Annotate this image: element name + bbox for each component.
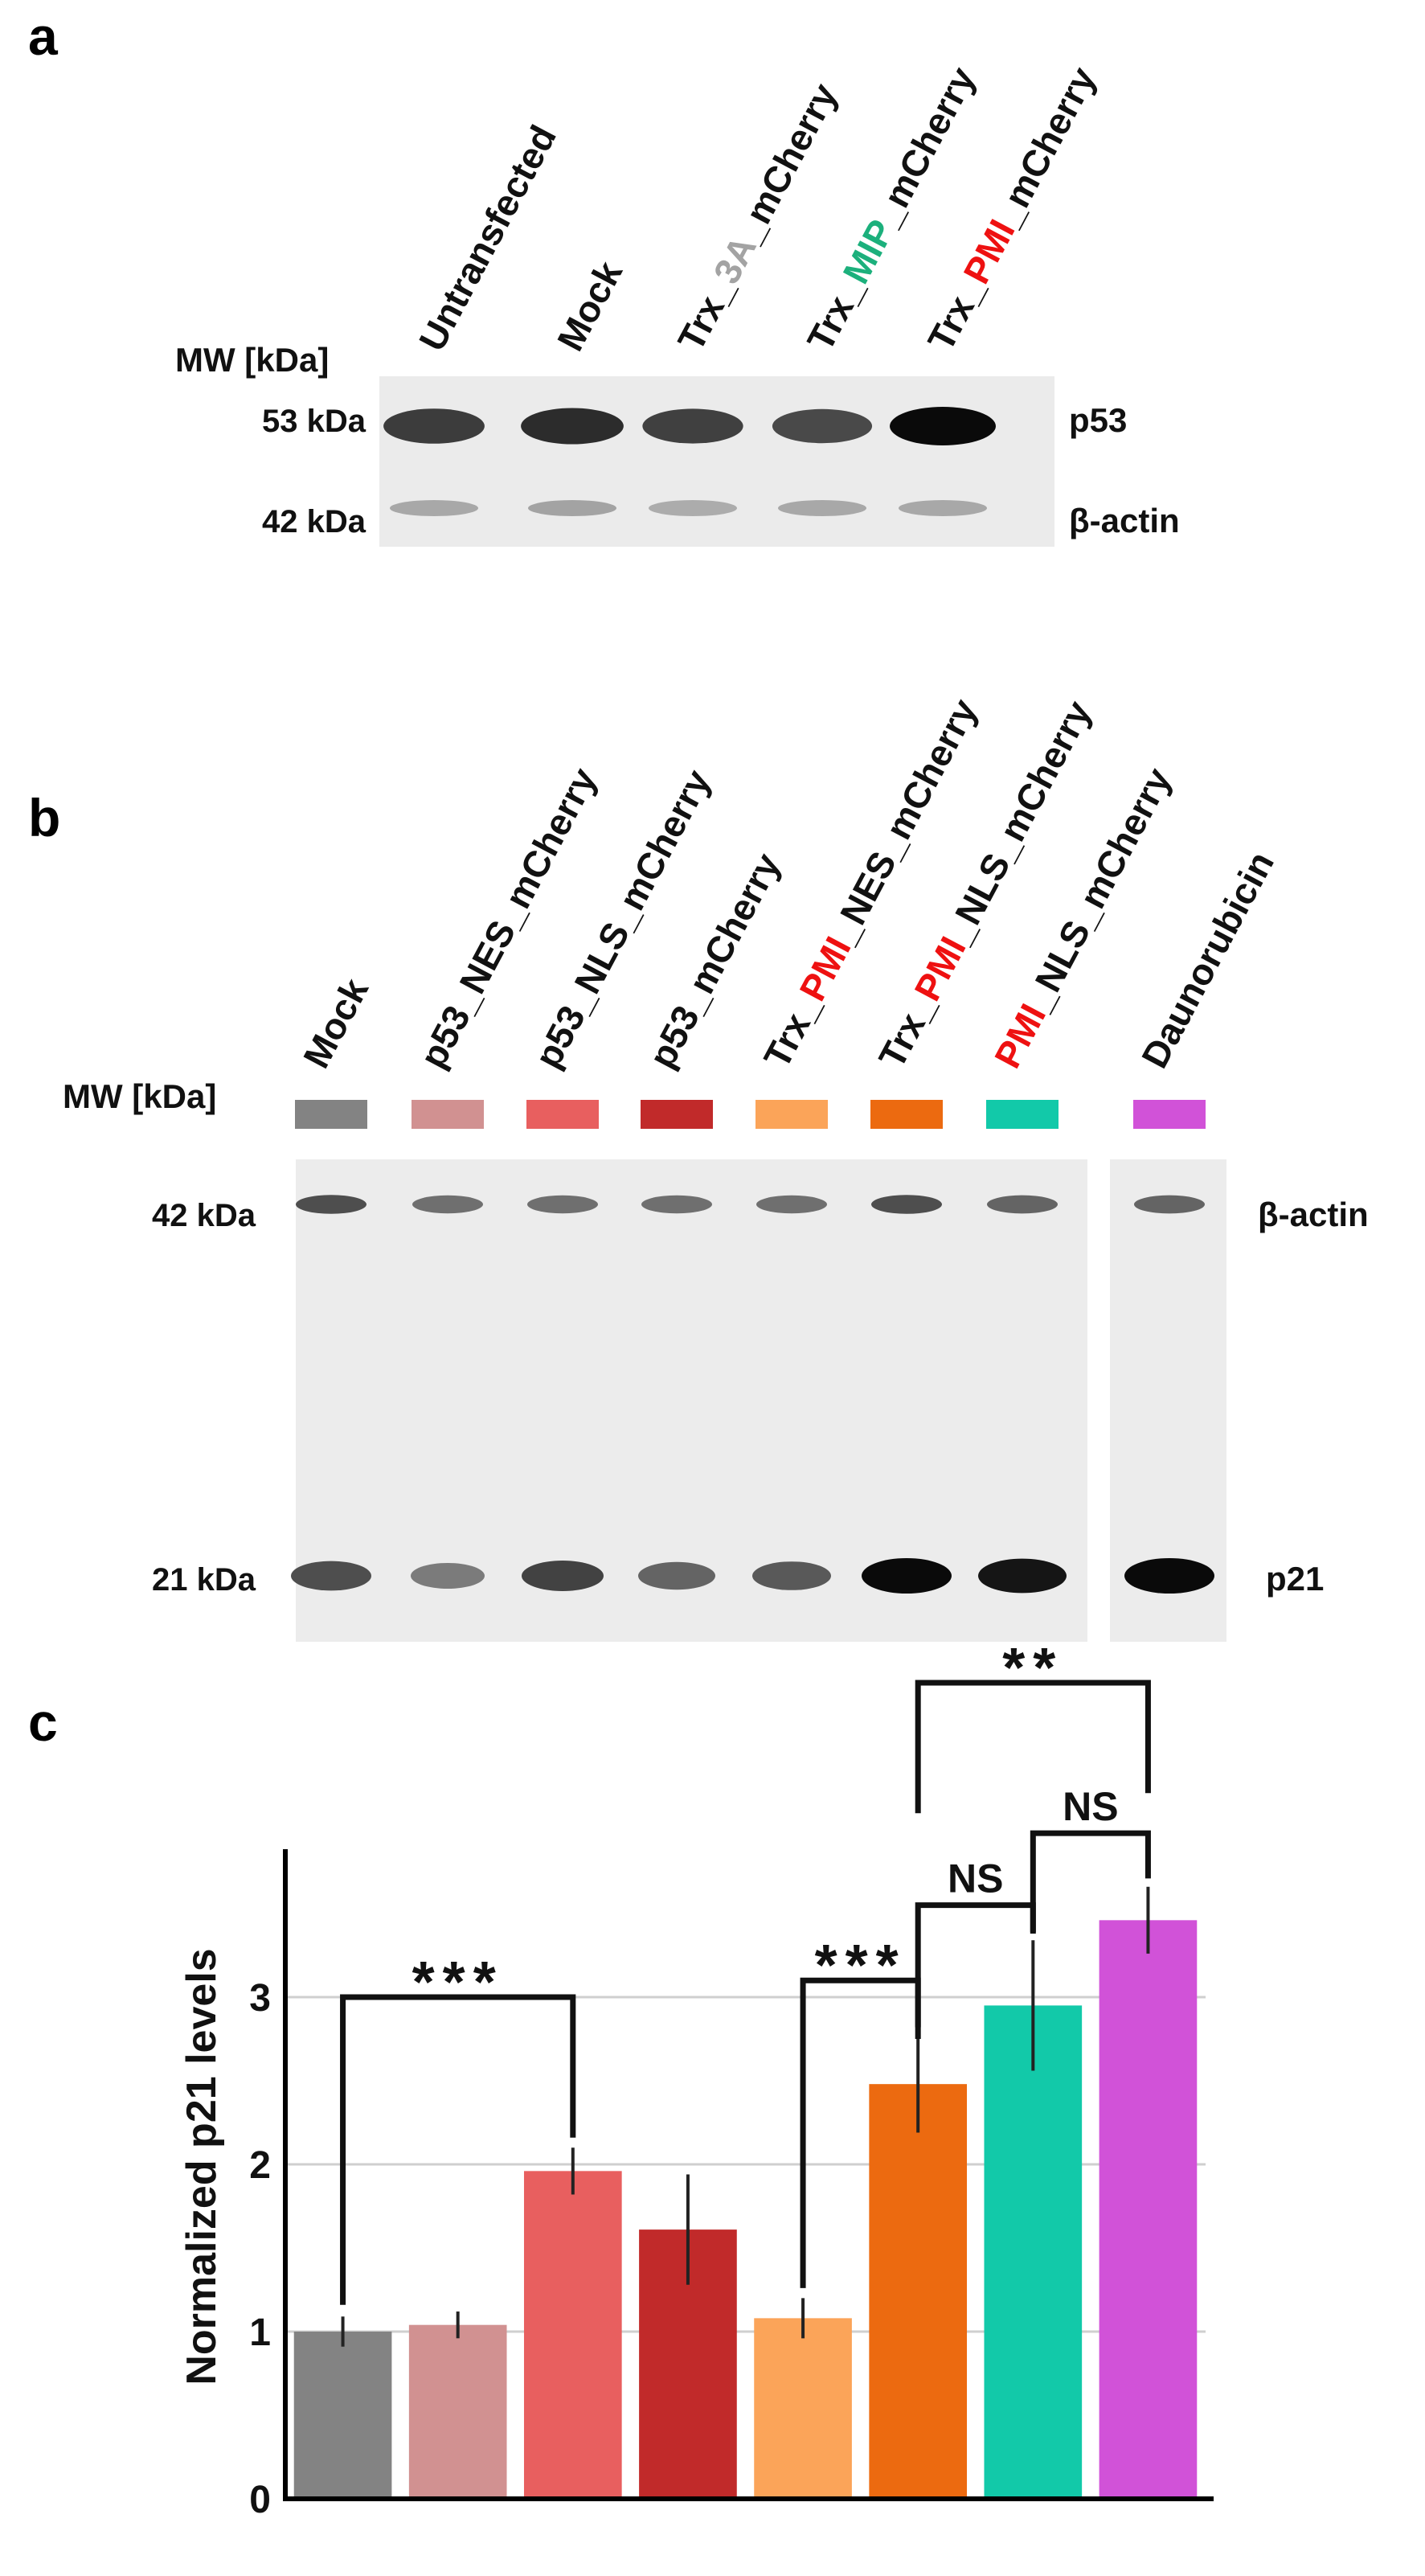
panel-b-p21-band xyxy=(1124,1558,1214,1594)
panel-a-lane-label-part: Mock xyxy=(549,254,630,358)
panel-b-actin-band xyxy=(871,1195,942,1214)
panel-b-p21-band xyxy=(862,1558,952,1594)
chart-significance-bracket xyxy=(1030,1830,1151,1932)
panel-b-p21-band xyxy=(411,1563,485,1589)
chart-significance-label: *** xyxy=(412,1950,504,2015)
panel-b-actin-band xyxy=(296,1195,366,1214)
panel-b-lane-label: Trx_PMI_NLS_mCherry xyxy=(870,694,1099,1075)
panel-a-p53-band xyxy=(890,407,996,445)
chart-y-tick-label: 2 xyxy=(249,2144,271,2187)
panel-b-lane-swatch xyxy=(641,1100,713,1129)
chart-axes xyxy=(283,1849,1214,2501)
panel-b-lane-swatch xyxy=(526,1100,599,1129)
panel-b-lane-swatch xyxy=(986,1100,1059,1129)
panel-b-lane-swatch xyxy=(755,1100,828,1129)
panel-c-letter: c xyxy=(28,1692,58,1752)
panel-b-actin-band xyxy=(756,1195,827,1214)
panel-b-protein-p21: p21 xyxy=(1266,1560,1324,1598)
panel-a-protein-actin: β-actin xyxy=(1069,502,1180,539)
panel-a-marker-42: 42 kDa xyxy=(262,504,366,539)
chart-y-tick-label: 3 xyxy=(249,1977,271,2020)
panel-a-lane-label-part: _mCherry xyxy=(727,76,845,249)
panel-b-marker-21: 21 kDa xyxy=(152,1562,256,1598)
panel-a-actin-band xyxy=(528,500,616,516)
panel-b-actin-band xyxy=(527,1195,598,1214)
panel-b-lane-label: Trx_PMI_NES_mCherry xyxy=(755,691,985,1074)
panel-b-marker-42: 42 kDa xyxy=(152,1198,256,1233)
chart-significance-label: NS xyxy=(948,1856,1003,1901)
panel-b-p21-band xyxy=(522,1561,604,1591)
panel-b-lane-swatch xyxy=(870,1100,943,1129)
panel-b: b MW [kDa] Mock p53_NES_mCherryp53_NLS_mC… xyxy=(28,691,1369,1642)
panel-a-p53-band xyxy=(521,408,624,445)
chart-bar xyxy=(1099,1920,1198,2499)
panel-b-lane-label: Daunorubicin xyxy=(1133,845,1282,1075)
panel-b-lane-label-part: Mock xyxy=(295,971,376,1075)
panel-a-mw-label: MW [kDa] xyxy=(175,341,329,379)
chart-bar xyxy=(984,2005,1083,2499)
chart-significance-brackets: *** *** NS NS ** xyxy=(340,1648,1151,2305)
chart-bar xyxy=(754,2318,852,2499)
chart-significance-bracket xyxy=(915,1680,1151,1814)
panel-b-lane-swatch xyxy=(295,1100,367,1129)
panel-b-p21-band xyxy=(291,1561,371,1591)
chart-bar xyxy=(408,2324,507,2499)
panel-a-bands xyxy=(383,407,996,516)
panel-b-mw-label: MW [kDa] xyxy=(63,1077,216,1115)
chart-significance-bracket xyxy=(340,1994,576,2305)
panel-a-blot xyxy=(379,376,1054,547)
panel-a-lane-label: Mock xyxy=(549,254,630,358)
panel-b-p21-band xyxy=(978,1558,1067,1594)
panel-a-lane-label-part: Untransfected xyxy=(411,118,564,358)
panel-a-actin-band xyxy=(649,500,737,516)
chart-y-tick-label: 1 xyxy=(249,2311,271,2354)
chart-bar xyxy=(869,2084,968,2499)
panel-b-actin-band xyxy=(987,1195,1058,1214)
panel-a-protein-p53: p53 xyxy=(1069,401,1127,439)
panel-b-swatches xyxy=(295,1100,1206,1129)
chart-bars xyxy=(293,1920,1198,2499)
panel-a-actin-band xyxy=(778,500,866,516)
chart-y-axis-label: Normalized p21 levels xyxy=(178,1948,225,2385)
panel-a-letter: a xyxy=(28,6,59,66)
panel-b-actin-band xyxy=(641,1195,712,1214)
panel-a-lane-label-part: _mCherry xyxy=(865,60,983,233)
chart-significance-label: NS xyxy=(1063,1784,1118,1829)
chart-significance-label: ** xyxy=(1002,1648,1063,1700)
panel-a-marker-53: 53 kDa xyxy=(262,404,366,439)
chart-bar xyxy=(523,2171,622,2499)
panel-b-lane-labels: Mock p53_NES_mCherryp53_NLS_mCherryp53_mC… xyxy=(295,691,1282,1074)
panel-a-p53-band xyxy=(642,408,743,444)
panel-a-actin-band xyxy=(899,500,987,516)
panel-b-lane-swatch xyxy=(1133,1100,1206,1129)
panel-b-letter: b xyxy=(28,788,60,847)
panel-a-p53-band xyxy=(383,408,485,444)
panel-b-blot-main xyxy=(296,1159,1087,1642)
panel-b-actin-band xyxy=(412,1195,483,1214)
panel-b-p21-band xyxy=(638,1561,715,1590)
chart-bar xyxy=(293,2332,392,2499)
chart-error-bars xyxy=(341,1886,1150,2347)
panel-b-lane-label-part: Daunorubicin xyxy=(1133,845,1282,1075)
panel-a-lane-label: Untransfected xyxy=(411,118,564,358)
panel-b-lane-swatch xyxy=(412,1100,484,1129)
panel-c: c 0 1 2 3 *** *** NS NS ** Normalized p21 level… xyxy=(28,1648,1214,2521)
chart-y-tick-label: 0 xyxy=(249,2479,271,2521)
panel-a-p53-band xyxy=(772,408,873,444)
chart-significance-label: *** xyxy=(815,1934,907,1998)
panel-b-actin-band xyxy=(1134,1195,1205,1214)
panel-b-p21-band xyxy=(752,1561,831,1590)
panel-a-actin-band xyxy=(390,500,478,516)
panel-b-lane-label: Mock xyxy=(295,971,376,1075)
panel-b-protein-actin: β-actin xyxy=(1258,1196,1369,1233)
panel-b-bands xyxy=(291,1195,1214,1594)
panel-a-lane-label-part: _mCherry xyxy=(985,60,1104,233)
